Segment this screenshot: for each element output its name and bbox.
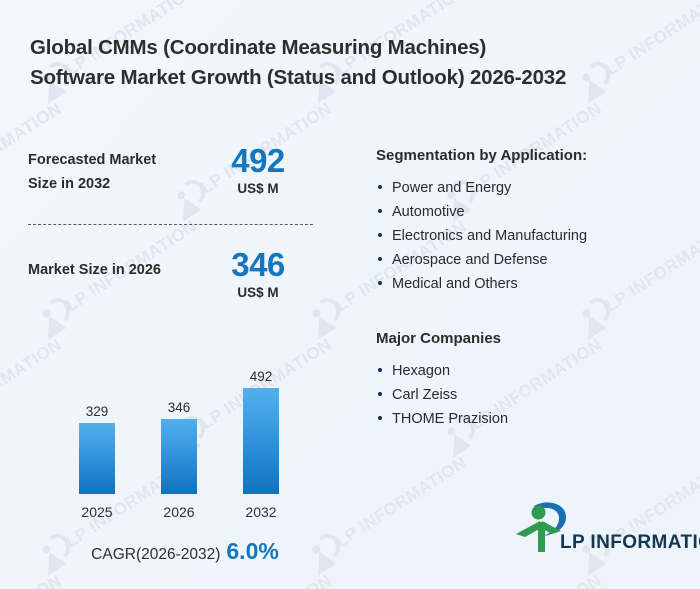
cagr-label: CAGR(2026-2032): [91, 546, 221, 563]
list-item-label: Medical and Others: [392, 276, 518, 292]
list-item: THOME Prazision: [376, 407, 676, 431]
bar-column: 346 2026: [144, 360, 214, 520]
kpi-unit: US$ M: [237, 181, 279, 196]
list-item: Power and Energy: [376, 176, 676, 200]
companies-list: Hexagon Carl Zeiss THOME Prazision: [376, 359, 676, 431]
bar-rect: [243, 388, 279, 494]
bullet-dot-icon: [378, 209, 382, 213]
brand-logo: LP INFORMATION: [512, 500, 700, 562]
kpi-market-size-2026: Market Size in 2026 346 US$ M: [28, 246, 318, 318]
list-item-label: Electronics and Manufacturing: [392, 228, 588, 244]
bar-category-label: 2025: [81, 504, 113, 520]
bar-column: 329 2025: [62, 360, 132, 520]
kpi-row: Forecasted Market Size in 2032 492 US$ M: [28, 142, 318, 220]
list-item: Electronics and Manufacturing: [376, 224, 676, 248]
bar-category-label: 2032: [245, 504, 277, 520]
kpi-value-group: 346 US$ M: [198, 246, 318, 302]
page-title: Global CMMs (Coordinate Measuring Machin…: [30, 36, 567, 89]
list-item-label: Aerospace and Defense: [392, 252, 548, 268]
kpi-label: Forecasted Market Size in 2032: [28, 152, 157, 192]
bar-value-label: 492: [249, 369, 273, 384]
kpi-value: 492: [231, 142, 285, 179]
bar-rect: [79, 423, 115, 494]
lp-information-logo-icon: [516, 502, 566, 552]
bullet-dot-icon: [378, 368, 382, 372]
list-item-label: Hexagon: [392, 363, 451, 379]
bullet-dot-icon: [378, 416, 382, 420]
bullet-dot-icon: [378, 281, 382, 285]
market-size-bar-chart: 329 2025 346 2026 492 2032: [40, 360, 330, 520]
list-item-label: Power and Energy: [392, 180, 512, 196]
list-item: Aerospace and Defense: [376, 248, 676, 272]
kpi-value-group: 492 US$ M: [198, 142, 318, 198]
bar-value-label: 329: [85, 404, 109, 419]
kpi-unit: US$ M: [237, 285, 279, 300]
list-item: Automotive: [376, 200, 676, 224]
list-item-label: Automotive: [392, 204, 465, 220]
bar-category-label: 2026: [163, 504, 195, 520]
bar-rect: [161, 419, 197, 494]
bar-value-label: 346: [167, 400, 191, 415]
major-companies: Major Companies Hexagon Carl Zeiss THOME…: [376, 330, 676, 431]
section-heading: Segmentation by Application:: [376, 147, 588, 164]
list-item: Medical and Others: [376, 272, 676, 296]
bar-column: 492 2032: [226, 360, 296, 520]
bullet-dot-icon: [378, 233, 382, 237]
bullet-dot-icon: [378, 185, 382, 189]
kpi-divider: [28, 224, 313, 225]
kpi-forecast-2032: Forecasted Market Size in 2032 492 US$ M: [28, 142, 318, 220]
kpi-value: 346: [231, 246, 285, 283]
cagr-summary: CAGR(2026-2032) 6.0%: [40, 538, 330, 565]
list-item-label: THOME Prazision: [392, 411, 509, 427]
kpi-label: Market Size in 2026: [28, 262, 161, 278]
list-item: Carl Zeiss: [376, 383, 676, 407]
list-item-label: Carl Zeiss: [392, 387, 458, 403]
segmentation-by-application: Segmentation by Application: Power and E…: [376, 147, 676, 296]
list-item: Hexagon: [376, 359, 676, 383]
bullet-dot-icon: [378, 257, 382, 261]
segmentation-list: Power and Energy Automotive Electronics …: [376, 176, 676, 296]
section-heading: Major Companies: [376, 330, 502, 347]
bullet-dot-icon: [378, 392, 382, 396]
logo-text: LP INFORMATION: [560, 532, 700, 553]
cagr-value: 6.0%: [226, 538, 279, 564]
